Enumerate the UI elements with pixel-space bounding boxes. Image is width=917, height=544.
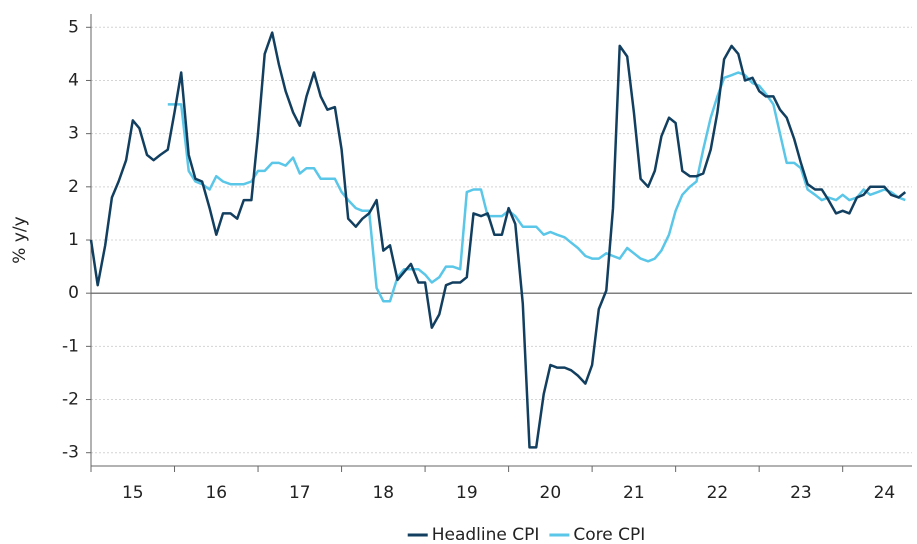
x-tick-label: 22	[707, 483, 729, 503]
y-tick-label: -1	[62, 336, 79, 356]
y-tick-label: 4	[68, 70, 79, 90]
y-tick-label: 5	[68, 17, 79, 37]
x-tick-label: 24	[874, 483, 896, 503]
y-axis-label: % y/y	[10, 216, 30, 263]
y-tick-label: 0	[68, 283, 79, 303]
x-tick-label: 23	[790, 483, 812, 503]
y-tick-label: -2	[62, 390, 79, 410]
series-line	[89, 31, 907, 449]
series-line	[167, 71, 906, 303]
x-tick-label: 20	[540, 483, 562, 503]
y-tick-label: -3	[62, 443, 79, 463]
x-tick-label: 17	[289, 483, 311, 503]
x-tick-label: 19	[456, 483, 478, 503]
y-tick-label: 1	[68, 230, 79, 250]
x-tick-label: 21	[623, 483, 645, 503]
legend-label: Headline CPI	[432, 525, 540, 544]
y-tick-label: 3	[68, 124, 79, 144]
x-tick-label: 16	[205, 483, 227, 503]
x-tick-label: 15	[122, 483, 144, 503]
x-tick-label: 18	[372, 483, 394, 503]
legend-label: Core CPI	[573, 525, 645, 544]
y-tick-label: 2	[68, 177, 79, 197]
